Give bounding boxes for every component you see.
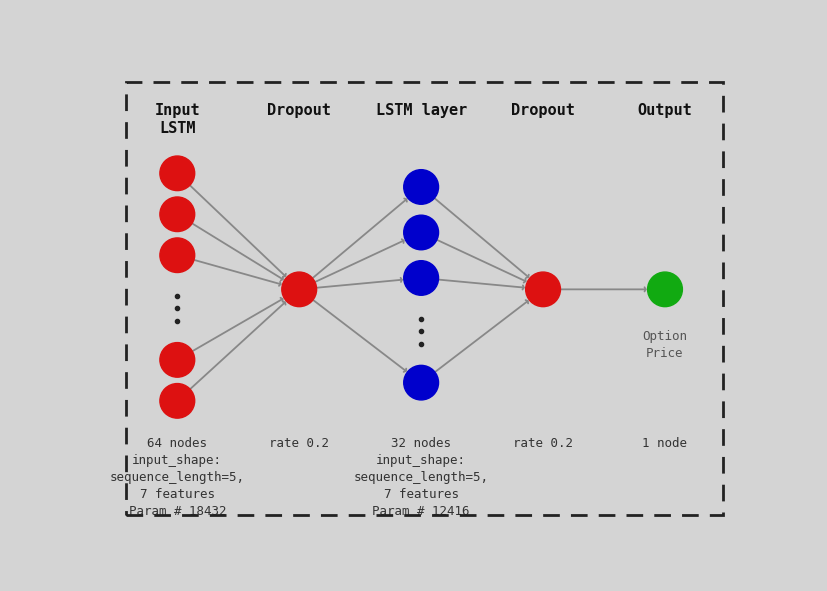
Ellipse shape [160, 384, 194, 418]
Text: 64 nodes
input_shape:
sequence_length=5,
7 features
Param # 18432: 64 nodes input_shape: sequence_length=5,… [110, 437, 245, 518]
Text: LSTM layer: LSTM layer [375, 103, 466, 118]
Ellipse shape [281, 272, 316, 307]
Ellipse shape [160, 156, 194, 191]
Text: Dropout: Dropout [510, 103, 574, 118]
Ellipse shape [404, 215, 438, 250]
Text: rate 0.2: rate 0.2 [513, 437, 572, 450]
Ellipse shape [160, 343, 194, 377]
Ellipse shape [525, 272, 560, 307]
Text: Output: Output [637, 103, 691, 118]
Ellipse shape [160, 238, 194, 272]
Text: Input
LSTM: Input LSTM [155, 103, 200, 137]
Ellipse shape [160, 197, 194, 232]
Text: rate 0.2: rate 0.2 [269, 437, 329, 450]
Text: Option
Price: Option Price [642, 330, 686, 361]
Ellipse shape [404, 170, 438, 204]
Ellipse shape [647, 272, 681, 307]
Text: Dropout: Dropout [267, 103, 331, 118]
Ellipse shape [404, 365, 438, 400]
Text: 1 node: 1 node [642, 437, 686, 450]
Ellipse shape [404, 261, 438, 296]
Text: 32 nodes
input_shape:
sequence_length=5,
7 features
Param # 12416: 32 nodes input_shape: sequence_length=5,… [353, 437, 488, 518]
